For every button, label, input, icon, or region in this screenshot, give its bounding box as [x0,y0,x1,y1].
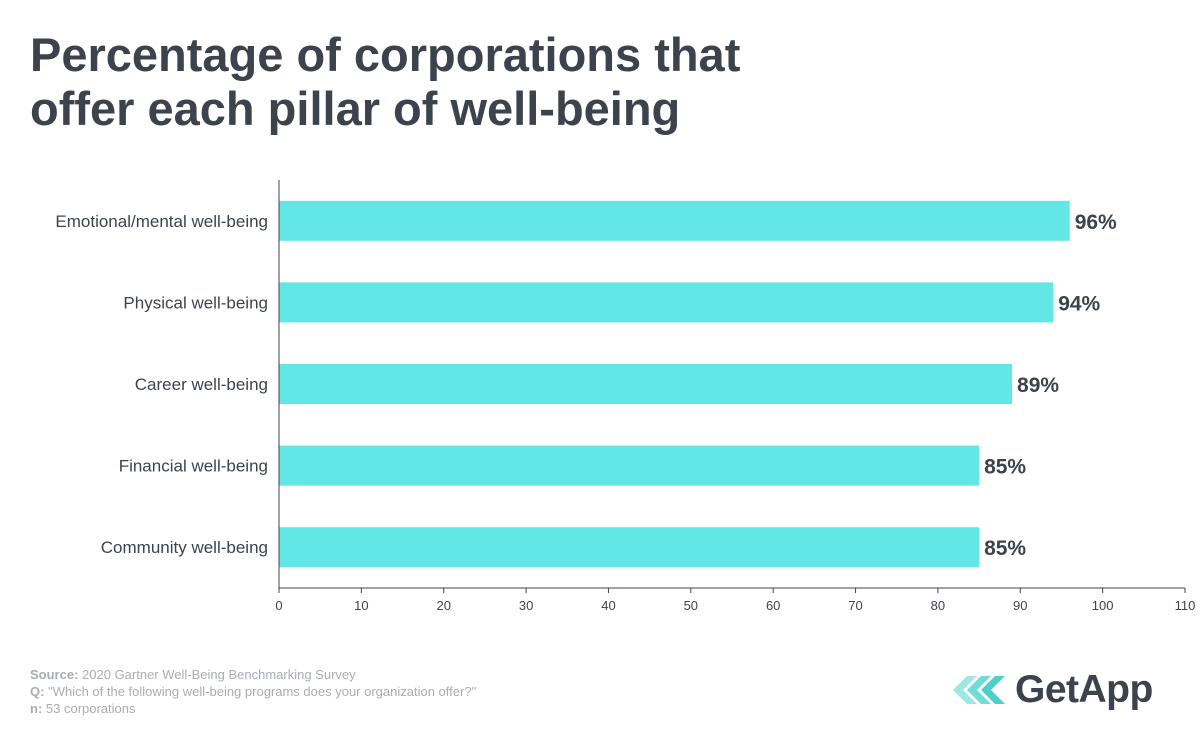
source-label: Source: [30,667,79,682]
value-label: 85% [984,537,1026,560]
x-tick-label: 20 [436,598,450,613]
bar [279,200,1070,241]
sample-line: n: 53 corporations [30,700,476,717]
category-label: Emotional/mental well-being [55,212,268,231]
x-tick-label: 0 [275,598,282,613]
x-tick-label: 40 [601,598,615,613]
x-tick-label: 100 [1092,598,1114,613]
chart-title: Percentage of corporations that offer ea… [30,28,740,136]
x-tick-label: 30 [519,598,533,613]
sample-label: n: [30,701,43,716]
x-tick-label: 50 [684,598,698,613]
value-label: 89% [1017,374,1059,397]
logo-text: GetApp [1015,668,1153,711]
bar [279,527,980,568]
bar [279,445,980,486]
chart-footer: Source: 2020 Gartner Well-Being Benchmar… [30,666,476,717]
axes-group: 0 10 20 30 40 50 60 70 80 90 100 110 [275,180,1195,613]
x-tick-label: 110 [1175,598,1196,613]
chart-title-line-1: Percentage of corporations that [30,28,741,81]
x-tick-label: 90 [1013,598,1027,613]
value-label: 96% [1075,211,1117,234]
bar-chart: Emotional/mental well-being 96% Physical w… [55,180,1195,613]
bar [279,364,1013,404]
bar [279,282,1054,323]
chart-title-line-2: offer each pillar of well-being [30,82,681,135]
x-tick-label: 80 [931,598,945,613]
category-label: Career well-being [135,375,268,394]
x-tick-label: 60 [766,598,780,613]
question-line: Q: "Which of the following well-being pr… [30,683,476,700]
sample-text: 53 corporations [45,701,136,716]
bars-group: Emotional/mental well-being 96% Physical w… [55,200,1117,568]
question-label: Q: [30,684,45,699]
getapp-logo: GetApp [953,668,1153,712]
category-label: Physical well-being [123,293,268,312]
value-label: 85% [984,456,1026,479]
question-text: "Which of the following well-being progr… [48,684,477,699]
source-text: 2020 Gartner Well-Being Benchmarking Sur… [82,667,356,682]
x-tick-label: 70 [848,598,862,613]
source-line: Source: 2020 Gartner Well-Being Benchmar… [30,666,476,683]
category-label: Financial well-being [119,457,268,476]
x-tick-label: 10 [354,598,368,613]
getapp-chevrons-icon [953,676,1005,704]
value-label: 94% [1058,292,1100,315]
category-label: Community well-being [101,538,268,557]
